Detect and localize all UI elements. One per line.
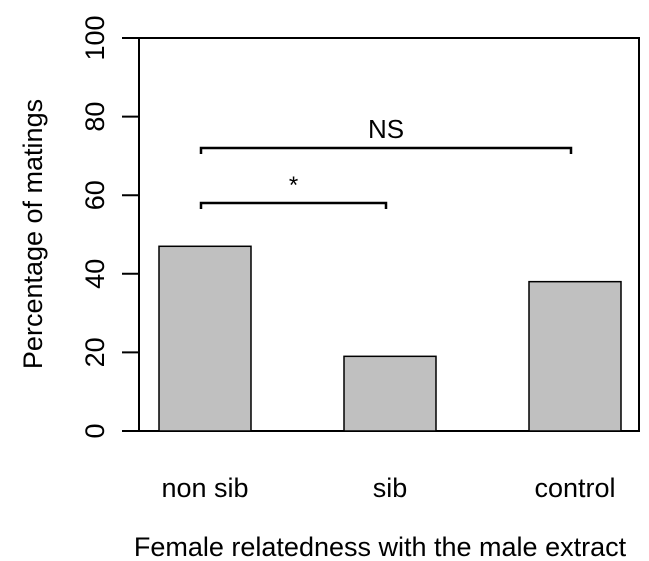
y-tick-label: 40 [80,259,110,289]
x-tick-label: sib [373,473,408,503]
y-axis-label: Percentage of matings [18,99,48,369]
significance-bracket [199,146,573,155]
x-axis-label: Female relatedness with the male extract [134,532,627,561]
x-tick-label: non sib [161,473,248,503]
x-tick-label: control [534,473,615,503]
bar-non-sib [158,245,252,432]
significance-label: NS [368,114,404,144]
bars-group [158,245,622,432]
bar-sib [343,355,437,432]
significance-bracket [199,201,388,210]
x-tick-labels: non sib sib control [161,473,615,503]
y-tick-label: 60 [80,180,110,210]
significance-label: * [289,172,298,199]
y-tick-label: 0 [80,423,110,438]
y-tick-label: 100 [80,15,110,60]
y-tick-label: 80 [80,102,110,132]
y-tick-label: 20 [80,337,110,367]
y-axis: 0 20 40 60 80 100 [80,15,139,439]
bar-control [528,280,622,432]
significance-annotations: * NS [199,114,573,210]
